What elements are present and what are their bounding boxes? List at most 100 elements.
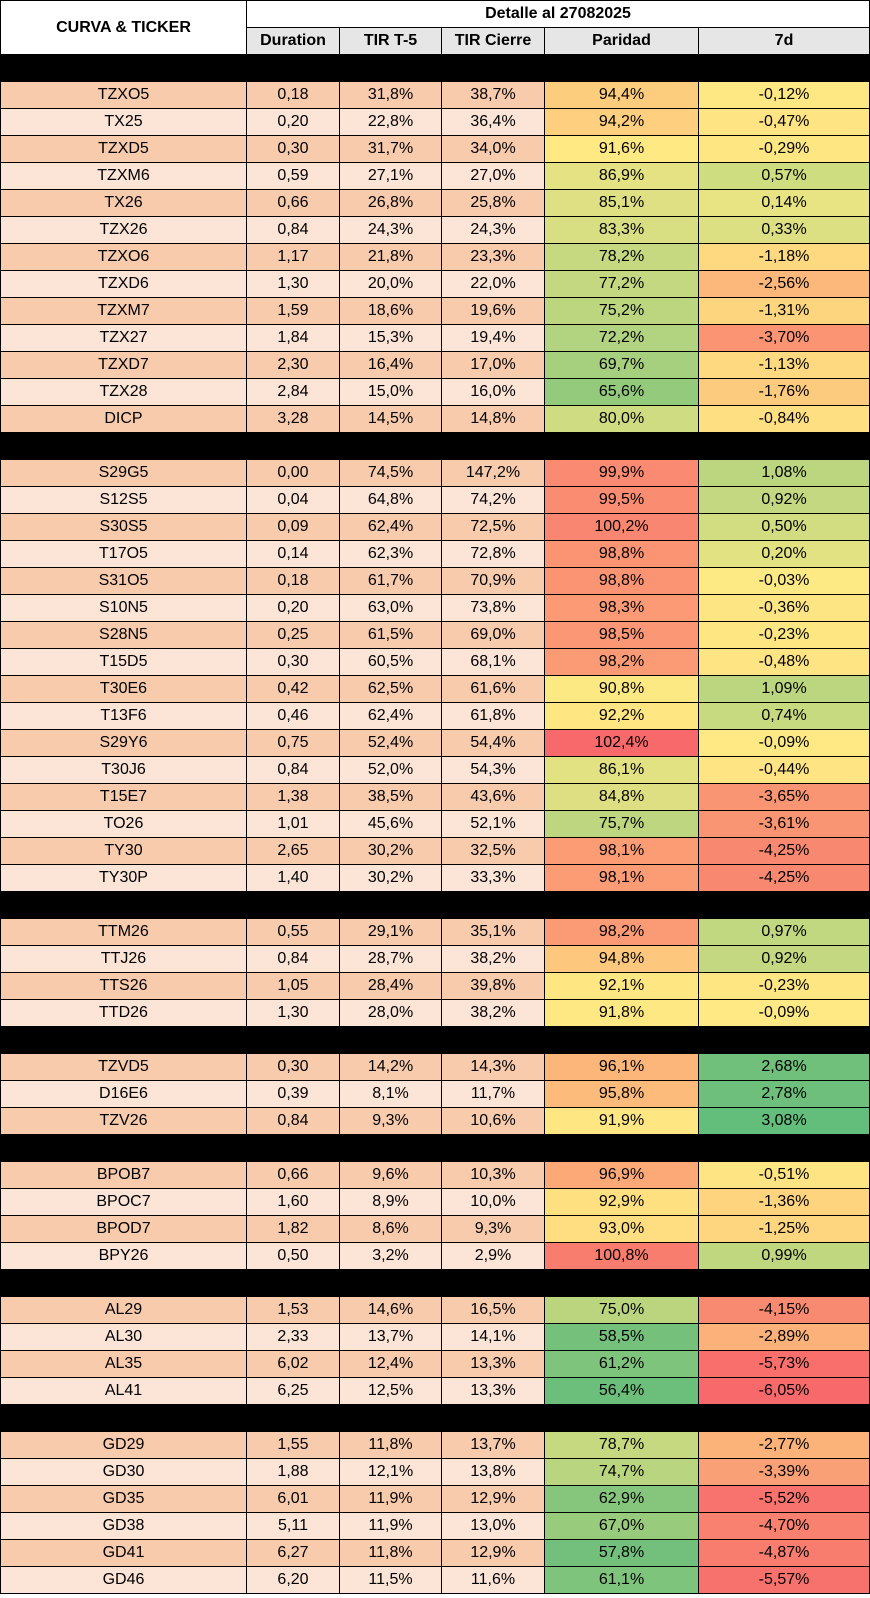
section-title: DUALES FIJA/TAMAR [352, 896, 518, 913]
table-row: T15D5 0,30 60,5% 68,1% 98,2% -0,48% [0, 648, 870, 676]
ticker-cell: TZVD5 [0, 1053, 247, 1081]
duration-cell: 0,18 [246, 81, 340, 109]
paridad-cell: 78,7% [544, 1431, 699, 1459]
tir-t5-cell: 62,3% [339, 540, 442, 568]
duration-cell: 5,11 [246, 1512, 340, 1540]
ticker-cell: GD38 [0, 1512, 247, 1540]
ticker-cell: TY30P [0, 864, 247, 892]
change-7d-cell: 0,20% [697, 540, 870, 568]
table-row: BPOC7 1,60 8,9% 10,0% 92,9% -1,36% [0, 1188, 870, 1216]
change-7d-cell: -1,25% [697, 1215, 870, 1243]
table-row: DICP 3,28 14,5% 14,8% 80,0% -0,84% [0, 405, 870, 433]
paridad-cell: 94,8% [544, 945, 699, 973]
duration-cell: 1,30 [246, 999, 340, 1027]
section-title: CURVA BOPREALES [355, 1139, 515, 1156]
paridad-cell: 67,0% [544, 1512, 699, 1540]
duration-cell: 0,59 [246, 162, 340, 190]
paridad-cell: 102,4% [544, 729, 699, 757]
paridad-cell: 100,2% [544, 513, 699, 541]
ticker-cell: TZXD7 [0, 351, 247, 379]
paridad-cell: 62,9% [544, 1485, 699, 1513]
duration-cell: 1,55 [246, 1431, 340, 1459]
tir-t5-cell: 52,4% [339, 729, 442, 757]
duration-cell: 6,20 [246, 1566, 340, 1594]
paridad-cell: 90,8% [544, 675, 699, 703]
duration-cell: 0,30 [246, 648, 340, 676]
table-row: T13F6 0,46 62,4% 61,8% 92,2% 0,74% [0, 702, 870, 730]
change-7d-cell: -5,52% [697, 1485, 870, 1513]
table-row: TY30 2,65 30,2% 32,5% 98,1% -4,25% [0, 837, 870, 865]
table-row: T17O5 0,14 62,3% 72,8% 98,8% 0,20% [0, 540, 870, 568]
tir-t5-cell: 15,0% [339, 378, 442, 406]
duration-cell: 0,42 [246, 675, 340, 703]
column-header-tir-t5: TIR T-5 [339, 27, 442, 55]
ticker-cell: S10N5 [0, 594, 247, 622]
table-row: BPOB7 0,66 9,6% 10,3% 96,9% -0,51% [0, 1161, 870, 1189]
ticker-cell: T13F6 [0, 702, 247, 730]
change-7d-cell: -2,77% [697, 1431, 870, 1459]
tir-cierre-cell: 13,3% [441, 1377, 545, 1405]
tir-t5-cell: 61,5% [339, 621, 442, 649]
tir-cierre-cell: 147,2% [441, 459, 545, 487]
section-title: CURVA GLOBALES [360, 1409, 510, 1426]
table-row: TX26 0,66 26,8% 25,8% 85,1% 0,14% [0, 189, 870, 217]
tir-cierre-cell: 27,0% [441, 162, 545, 190]
tir-cierre-cell: 24,3% [441, 216, 545, 244]
table-row: TZX26 0,84 24,3% 24,3% 83,3% 0,33% [0, 216, 870, 244]
change-7d-cell: -6,05% [697, 1377, 870, 1405]
paridad-cell: 98,2% [544, 918, 699, 946]
table-row: AL35 6,02 12,4% 13,3% 61,2% -5,73% [0, 1350, 870, 1378]
tir-cierre-cell: 13,3% [441, 1350, 545, 1378]
change-7d-cell: 0,99% [697, 1242, 870, 1270]
paridad-cell: 96,1% [544, 1053, 699, 1081]
paridad-cell: 98,1% [544, 864, 699, 892]
table-row: T15E7 1,38 38,5% 43,6% 84,8% -3,65% [0, 783, 870, 811]
change-7d-cell: -1,76% [697, 378, 870, 406]
table-row: TZXO5 0,18 31,8% 38,7% 94,4% -0,12% [0, 81, 870, 109]
table-row: GD35 6,01 11,9% 12,9% 62,9% -5,52% [0, 1485, 870, 1513]
tir-cierre-cell: 14,8% [441, 405, 545, 433]
duration-cell: 1,17 [246, 243, 340, 271]
duration-cell: 0,50 [246, 1242, 340, 1270]
tir-cierre-cell: 35,1% [441, 918, 545, 946]
tir-t5-cell: 26,8% [339, 189, 442, 217]
duration-cell: 0,20 [246, 594, 340, 622]
tir-t5-cell: 11,9% [339, 1485, 442, 1513]
duration-cell: 0,18 [246, 567, 340, 595]
duration-cell: 6,25 [246, 1377, 340, 1405]
paridad-cell: 92,9% [544, 1188, 699, 1216]
tir-cierre-cell: 39,8% [441, 972, 545, 1000]
column-header-duration: Duration [246, 27, 340, 55]
tir-t5-cell: 62,5% [339, 675, 442, 703]
section-title: CURVA BONARES [365, 1274, 505, 1291]
tir-t5-cell: 24,3% [339, 216, 442, 244]
change-7d-cell: -0,03% [697, 567, 870, 595]
ticker-cell: T30J6 [0, 756, 247, 784]
duration-cell: 0,84 [246, 756, 340, 784]
duration-cell: 1,60 [246, 1188, 340, 1216]
tir-t5-cell: 14,5% [339, 405, 442, 433]
duration-cell: 0,30 [246, 1053, 340, 1081]
table-row: TTS26 1,05 28,4% 39,8% 92,1% -0,23% [0, 972, 870, 1000]
table-row: T30J6 0,84 52,0% 54,3% 86,1% -0,44% [0, 756, 870, 784]
tir-t5-cell: 3,2% [339, 1242, 442, 1270]
table-row: TTD26 1,30 28,0% 38,2% 91,8% -0,09% [0, 999, 870, 1027]
tir-t5-cell: 31,8% [339, 81, 442, 109]
tir-cierre-cell: 9,3% [441, 1215, 545, 1243]
paridad-cell: 83,3% [544, 216, 699, 244]
tir-cierre-cell: 25,8% [441, 189, 545, 217]
paridad-cell: 92,1% [544, 972, 699, 1000]
duration-cell: 0,84 [246, 216, 340, 244]
duration-cell: 1,38 [246, 783, 340, 811]
ticker-cell: BPOC7 [0, 1188, 247, 1216]
ticker-cell: TZXD5 [0, 135, 247, 163]
change-7d-cell: 0,97% [697, 918, 870, 946]
section-header-row: CURVA CER [0, 54, 870, 82]
duration-cell: 6,01 [246, 1485, 340, 1513]
change-7d-cell: -1,31% [697, 297, 870, 325]
duration-cell: 0,14 [246, 540, 340, 568]
ticker-cell: AL30 [0, 1323, 247, 1351]
ticker-cell: AL29 [0, 1296, 247, 1324]
ticker-cell: S28N5 [0, 621, 247, 649]
